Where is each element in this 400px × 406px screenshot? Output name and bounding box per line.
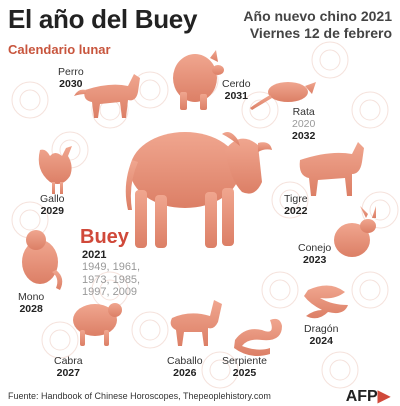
pig-icon (173, 50, 224, 110)
zodiac-name: Cabra (54, 355, 83, 367)
previous-years-line: 1949, 1961, (82, 261, 141, 273)
zodiac-label-caballo: Caballo 2026 (167, 355, 203, 379)
goat-icon (73, 303, 122, 346)
zodiac-name: Cerdo (222, 78, 251, 90)
zodiac-year: 2032 (292, 130, 316, 142)
page-subtitle: Calendario lunar (8, 42, 111, 57)
zodiac-label-rata: Rata 2020 2032 (292, 106, 315, 142)
zodiac-label-cerdo: Cerdo 2031 (222, 78, 251, 102)
zodiac-label-dragon: Dragón 2024 (304, 323, 338, 347)
zodiac-year: 2025 (232, 367, 257, 379)
zodiac-year: 2023 (302, 254, 327, 266)
zodiac-label-gallo: Gallo 2029 (40, 193, 65, 217)
dog-icon (74, 74, 140, 118)
horse-icon (170, 300, 222, 346)
zodiac-year: 2027 (56, 367, 80, 379)
zodiac-name: Mono (18, 291, 45, 303)
zodiac-name: Dragón (304, 323, 339, 335)
zodiac-year: 2024 (309, 335, 333, 347)
zodiac-label-mono: Mono 2028 (18, 291, 44, 315)
zodiac-year: 2026 (173, 367, 197, 379)
zodiac-label-tigre: Tigre 2022 (284, 193, 308, 217)
zodiac-name: Rata (292, 106, 315, 118)
zodiac-name: Conejo (298, 242, 332, 254)
dragon-icon (304, 285, 348, 319)
event-date: Viernes 12 de febrero (249, 25, 392, 41)
rat-icon (250, 82, 316, 110)
event-name: Año nuevo chino 2021 (243, 8, 392, 24)
zodiac-label-cabra: Cabra 2027 (54, 355, 83, 379)
featured-sign-year: 2021 (82, 249, 107, 261)
previous-years-line: 1997, 2009 (82, 286, 138, 298)
snake-icon (234, 318, 282, 356)
event-info: Año nuevo chino 2021 Viernes 12 de febre… (243, 8, 392, 42)
zodiac-name: Serpiente (222, 355, 267, 367)
zodiac-year-alt: 2020 (292, 118, 316, 130)
source-footnote: Fuente: Handbook of Chinese Horoscopes, … (8, 391, 271, 401)
zodiac-name: Caballo (167, 355, 203, 367)
zodiac-year: 2022 (284, 205, 308, 217)
zodiac-name: Tigre (284, 193, 308, 205)
zodiac-label-serpiente: Serpiente 2025 (222, 355, 267, 379)
afp-logo: AFP▶ (346, 386, 390, 406)
page-title: El año del Buey (8, 4, 198, 34)
afp-logo-mark: ▶ (377, 388, 390, 405)
zodiac-name: Perro (58, 66, 84, 78)
featured-sign-name: Buey (80, 226, 129, 248)
zodiac-year: 2031 (224, 90, 248, 102)
zodiac-year: 2030 (59, 78, 83, 90)
monkey-icon (22, 230, 63, 290)
zodiac-name: Gallo (40, 193, 65, 205)
previous-years-line: 1973, 1985, (82, 273, 141, 286)
zodiac-label-conejo: Conejo 2023 (298, 242, 331, 266)
tiger-icon (299, 142, 364, 196)
zodiac-year: 2029 (40, 205, 64, 217)
ox-icon (125, 132, 272, 248)
zodiac-label-perro: Perro 2030 (58, 66, 84, 90)
afp-logo-text: AFP (345, 388, 378, 405)
featured-previous-years: 1949, 1961, 1973, 1985, 1997, 2009 (82, 261, 140, 299)
zodiac-year: 2028 (19, 303, 43, 315)
rooster-icon (38, 146, 72, 194)
rabbit-icon (334, 206, 376, 257)
